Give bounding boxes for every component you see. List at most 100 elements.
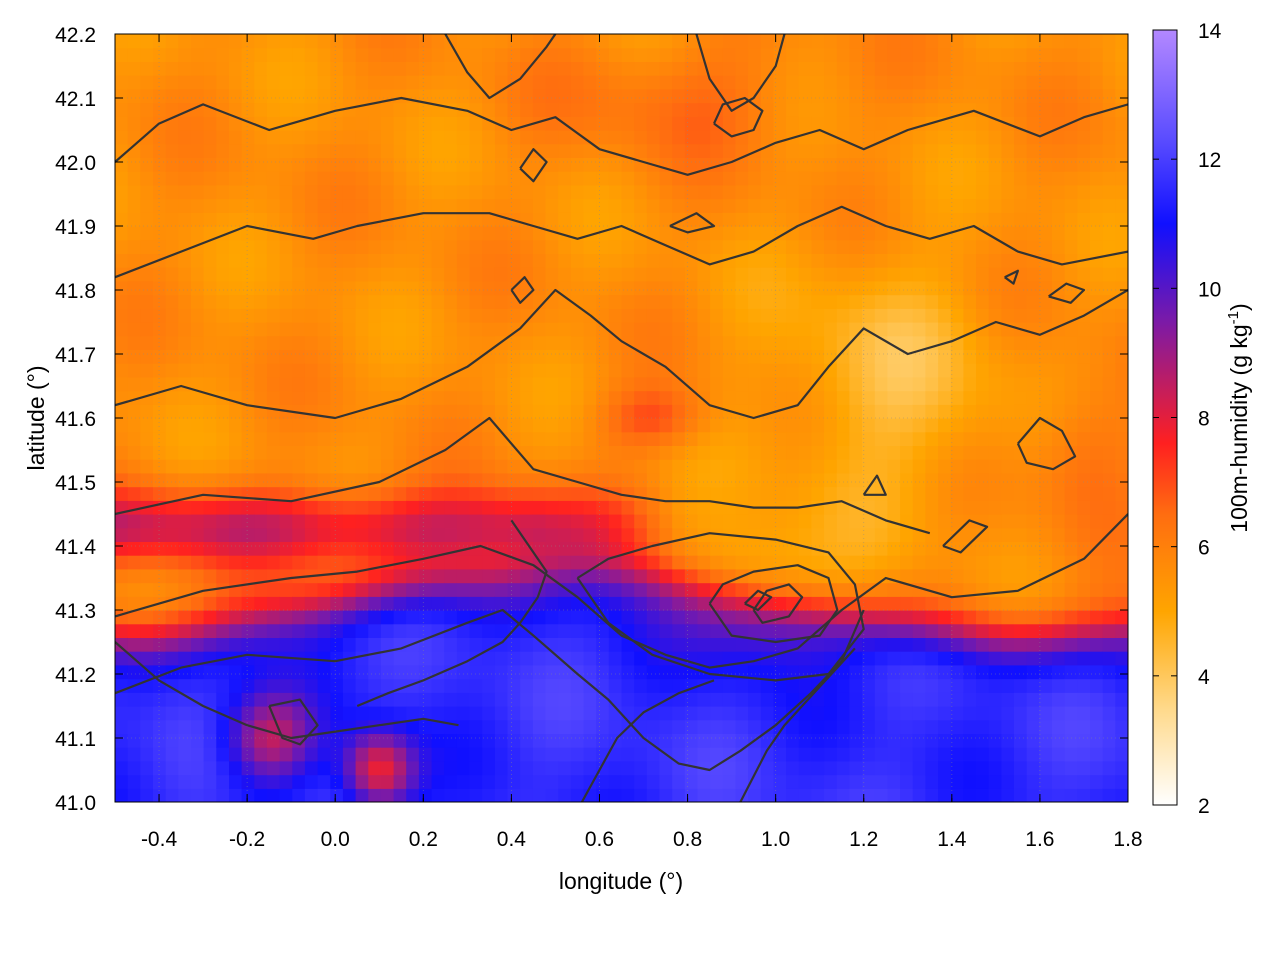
heat-cell (735, 445, 749, 460)
heat-cell (1102, 404, 1116, 419)
heat-cell (646, 582, 661, 597)
heat-cell (292, 198, 306, 213)
heat-cell (912, 610, 926, 625)
heat-cell (165, 610, 179, 625)
heat-cell (811, 637, 825, 652)
heat-cell (1026, 143, 1040, 158)
heat-cell (482, 678, 496, 693)
heat-cell (355, 541, 369, 556)
heat-cell (507, 568, 521, 584)
heat-cell (938, 102, 952, 117)
heat-cell (456, 34, 471, 49)
heat-cell (229, 267, 243, 282)
heat-cell (634, 75, 648, 90)
heat-cell (697, 280, 711, 296)
heat-cell (697, 582, 711, 597)
heat-cell (545, 445, 559, 460)
heat-cell (330, 363, 344, 378)
heat-cell (1090, 390, 1104, 405)
heat-cell (482, 335, 496, 350)
heat-cell (634, 719, 648, 734)
heat-cell (786, 184, 800, 200)
heat-cell (646, 472, 661, 488)
heat-cell (241, 253, 255, 268)
heat-cell (735, 335, 749, 350)
heat-cell (279, 596, 293, 611)
heat-cell (127, 130, 141, 145)
heat-cell (773, 610, 787, 625)
heat-cell (355, 706, 369, 721)
heat-cell (710, 486, 724, 501)
heat-cell (545, 692, 559, 707)
heat-cell (722, 418, 737, 433)
heat-cell (798, 747, 813, 762)
heat-cell (798, 157, 813, 172)
heat-cell (1064, 788, 1078, 802)
heat-cell (786, 157, 800, 172)
heat-cell (507, 390, 521, 405)
heat-cell (849, 514, 863, 529)
heat-cell (482, 418, 496, 433)
heat-cell (1026, 760, 1040, 776)
heat-cell (1115, 198, 1128, 213)
heat-cell (431, 363, 445, 378)
heat-cell (153, 527, 167, 542)
heat-cell (431, 747, 445, 762)
heat-cell (887, 239, 901, 254)
heat-cell (849, 253, 863, 268)
heat-cell (722, 472, 737, 488)
heat-cell (786, 431, 800, 446)
heat-cell (266, 390, 281, 405)
heat-cell (596, 335, 610, 350)
heat-cell (140, 610, 154, 625)
heat-cell (786, 678, 800, 693)
heat-cell (456, 184, 471, 200)
heat-cell (241, 390, 255, 405)
heat-cell (646, 404, 661, 419)
heat-cell (330, 198, 344, 213)
heat-cell (570, 541, 585, 556)
heat-cell (1039, 596, 1053, 611)
heat-cell (304, 404, 319, 419)
heat-cell (241, 678, 255, 693)
heat-cell (1064, 363, 1078, 378)
heat-cell (532, 184, 547, 200)
heat-cell (444, 376, 458, 392)
heat-cell (127, 212, 141, 227)
heat-cell (811, 47, 825, 62)
y-tick-label: 41.4 (55, 536, 96, 559)
heat-cell (786, 143, 800, 158)
heat-cell (304, 116, 319, 131)
contour-lines (115, 34, 1128, 802)
heat-cell (583, 445, 597, 460)
heat-cell (456, 527, 471, 542)
heat-cell (608, 34, 623, 49)
heat-cell (532, 308, 547, 323)
heat-cell (621, 514, 635, 529)
heat-cell (1090, 664, 1104, 680)
heat-cell (482, 623, 496, 638)
heat-cell (545, 596, 559, 611)
heat-cell (621, 610, 635, 625)
heat-cell (773, 541, 787, 556)
heat-cell (393, 582, 407, 597)
heat-cell (115, 226, 129, 241)
heat-cell (659, 760, 673, 776)
heat-cell (482, 184, 496, 200)
heat-cell (165, 34, 179, 49)
heat-cell (596, 459, 610, 474)
heat-cell (950, 171, 964, 186)
heat-cell (115, 692, 129, 707)
heat-cell (330, 322, 344, 337)
heat-cell (191, 226, 205, 241)
heat-cell (988, 706, 1002, 721)
heat-cell (659, 34, 673, 49)
heat-cell (874, 637, 889, 652)
heat-cell (1115, 335, 1128, 350)
heat-cell (912, 651, 926, 666)
heat-cell (811, 376, 825, 392)
heat-cell (1014, 75, 1028, 90)
colorbar-tick-label: 12 (1198, 149, 1221, 172)
heat-cell (988, 390, 1002, 405)
heat-cell (988, 253, 1002, 268)
